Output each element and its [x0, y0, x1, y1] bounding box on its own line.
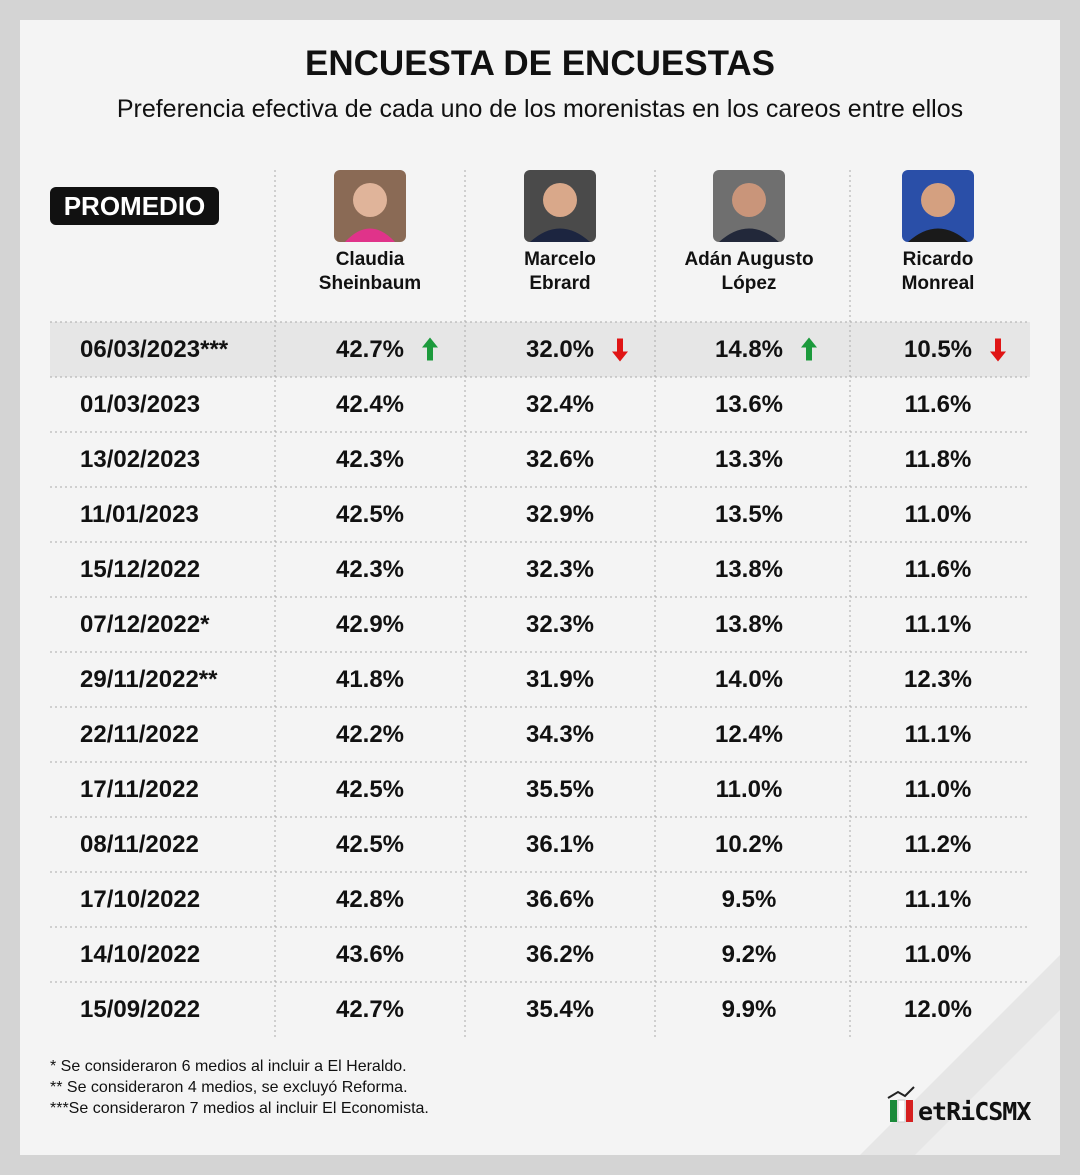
- value-cell: 13.8%: [714, 555, 784, 583]
- value-cell: 13.5%: [714, 500, 784, 528]
- value-cell: 32.9%: [525, 500, 595, 528]
- value-cell: 13.6%: [714, 390, 784, 418]
- value-cell: 42.5%: [335, 500, 405, 528]
- value-cell: 42.3%: [335, 445, 405, 473]
- trend-arrow: [990, 338, 1006, 362]
- title: ENCUESTA DE ENCUESTAS: [305, 44, 775, 83]
- column-name: Sheinbaum: [318, 273, 422, 294]
- value-cell: 32.0%: [525, 335, 595, 363]
- column-name: Ricardo: [902, 249, 974, 270]
- date-cell: 08/11/2022: [80, 830, 199, 858]
- column-name: Adán Augusto: [684, 249, 814, 270]
- value-cell: 36.1%: [525, 830, 595, 858]
- value-cell: 11.1%: [904, 610, 972, 638]
- date-cell: 29/11/2022**: [80, 665, 218, 693]
- value-cell: 31.9%: [525, 665, 595, 693]
- column-name: Monreal: [901, 273, 975, 294]
- value-cell: 42.5%: [335, 775, 405, 803]
- value-cell: 42.4%: [335, 390, 405, 418]
- value-cell: 43.6%: [335, 940, 405, 968]
- column-name: López: [721, 273, 777, 294]
- value-cell: 13.3%: [714, 445, 784, 473]
- value-cell: 11.1%: [904, 720, 972, 748]
- value-cell: 32.3%: [525, 555, 595, 583]
- date-cell: 13/02/2023: [80, 445, 201, 473]
- value-cell: 14.0%: [714, 665, 784, 693]
- date-cell: 06/03/2023***: [80, 335, 229, 363]
- value-cell: 13.8%: [714, 610, 784, 638]
- value-cell: 32.6%: [525, 445, 595, 473]
- value-cell: 42.8%: [335, 885, 405, 913]
- value-cell: 32.3%: [525, 610, 595, 638]
- value-cell: 32.4%: [525, 390, 595, 418]
- value-cell: 36.2%: [525, 940, 595, 968]
- value-cell: 42.5%: [335, 830, 405, 858]
- trend-arrow: [422, 337, 438, 361]
- column-name: Claudia: [335, 249, 405, 270]
- footnote: ** Se consideraron 4 medios, se excluyó …: [50, 1079, 408, 1096]
- date-cell: 22/11/2022: [80, 720, 199, 748]
- date-cell: 07/12/2022*: [80, 610, 210, 638]
- highlight-row: [50, 322, 1030, 377]
- value-cell: 11.8%: [904, 445, 972, 473]
- value-cell: 42.7%: [335, 335, 405, 363]
- value-cell: 35.4%: [525, 995, 595, 1023]
- value-cell: 10.2%: [714, 830, 784, 858]
- value-cell: 11.2%: [904, 830, 972, 858]
- value-cell: 14.8%: [714, 335, 784, 363]
- value-cell: 11.1%: [904, 885, 972, 913]
- value-cell: 12.4%: [714, 720, 784, 748]
- column-name: Marcelo: [524, 249, 596, 270]
- date-cell: 15/12/2022: [80, 555, 201, 583]
- value-cell: 36.6%: [525, 885, 595, 913]
- value-cell: 11.0%: [904, 940, 972, 968]
- value-cell: 42.3%: [335, 555, 405, 583]
- value-cell: 42.9%: [335, 610, 405, 638]
- value-cell: 11.0%: [904, 500, 972, 528]
- date-cell: 17/11/2022: [80, 775, 199, 803]
- subtitle: Preferencia efectiva de cada uno de los …: [116, 95, 964, 123]
- logo: etRiCSMX: [918, 1097, 1031, 1126]
- value-cell: 34.3%: [525, 720, 595, 748]
- value-cell: 35.5%: [525, 775, 595, 803]
- value-cell: 42.7%: [335, 995, 405, 1023]
- trend-arrow: [801, 337, 817, 361]
- date-cell: 17/10/2022: [80, 885, 201, 913]
- value-cell: 9.2%: [721, 940, 777, 968]
- value-cell: 11.0%: [904, 775, 972, 803]
- value-cell: 11.6%: [904, 390, 972, 418]
- date-cell: 11/01/2023: [80, 500, 199, 528]
- value-cell: 42.2%: [335, 720, 405, 748]
- value-cell: 9.9%: [721, 995, 777, 1023]
- footnote: ***Se consideraron 7 medios al incluir E…: [50, 1100, 429, 1117]
- trend-arrow: [612, 338, 628, 362]
- value-cell: 41.8%: [335, 665, 405, 693]
- value-cell: 9.5%: [721, 885, 777, 913]
- badge: PROMEDIO: [50, 187, 219, 225]
- value-cell: 12.0%: [903, 995, 973, 1023]
- value-cell: 12.3%: [903, 665, 973, 693]
- value-cell: 11.6%: [904, 555, 972, 583]
- footnote: * Se consideraron 6 medios al incluir a …: [50, 1058, 407, 1075]
- date-cell: 15/09/2022: [80, 995, 201, 1023]
- column-name: Ebrard: [529, 273, 591, 294]
- value-cell: 10.5%: [903, 335, 973, 363]
- value-cell: 11.0%: [715, 775, 783, 803]
- date-cell: 14/10/2022: [80, 940, 201, 968]
- date-cell: 01/03/2023: [80, 390, 201, 418]
